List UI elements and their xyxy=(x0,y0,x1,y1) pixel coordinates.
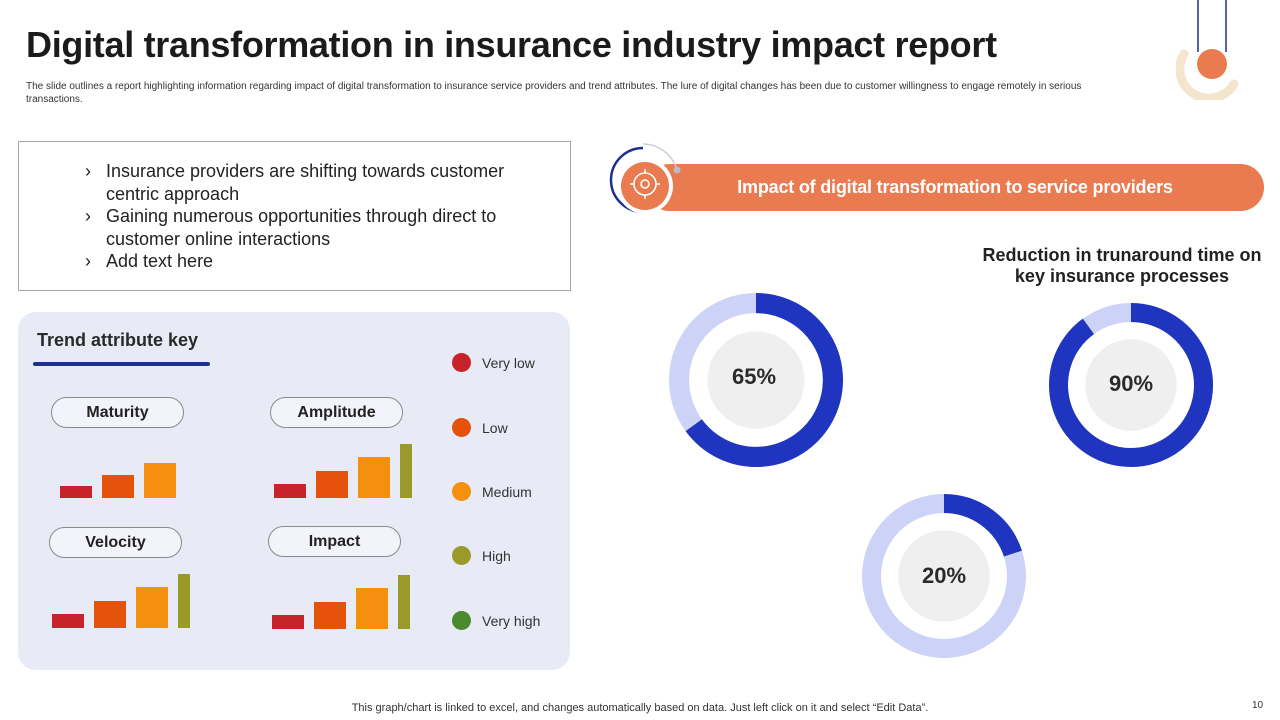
trend-title-underline xyxy=(33,362,210,366)
trend-bar-very-low xyxy=(272,615,304,629)
trend-bar-low xyxy=(102,475,134,498)
bullet-item: › Insurance providers are shifting toward… xyxy=(85,161,505,204)
pill-velocity: Velocity xyxy=(49,527,182,558)
donut-chart-65 xyxy=(669,293,843,467)
digital-transformation-icon xyxy=(609,143,681,214)
legend-dot xyxy=(452,418,471,437)
chevron-right-icon: › xyxy=(85,161,91,181)
legend-dot xyxy=(452,546,471,565)
donut-chart-20 xyxy=(861,493,1027,659)
maturity-chart xyxy=(60,463,176,498)
legend-label: Low xyxy=(482,419,508,436)
bullet-item: › Gaining numerous opportunities through … xyxy=(85,206,497,249)
pill-amplitude: Amplitude xyxy=(270,397,403,428)
chevron-right-icon: › xyxy=(85,206,91,226)
legend-medium: Medium xyxy=(452,482,532,501)
velocity-chart xyxy=(52,574,190,628)
donut-value-arc xyxy=(685,293,843,467)
donut-center xyxy=(1085,339,1177,431)
donut-value-label: 65% xyxy=(731,364,777,389)
trend-bar-high xyxy=(398,575,410,629)
trend-bar-medium xyxy=(136,587,168,628)
page-title: Digital transformation in insurance indu… xyxy=(26,24,997,65)
donut-center xyxy=(898,530,990,622)
trend-bar-very-low xyxy=(60,486,92,498)
donut-value-label: 90% xyxy=(1108,371,1154,396)
legend-very-low: Very low xyxy=(452,353,535,372)
donut-value-arc xyxy=(1049,303,1213,467)
legend-very-high: Very high xyxy=(452,611,540,630)
chevron-right-icon: › xyxy=(85,251,91,271)
trend-bar-high xyxy=(178,574,190,628)
legend-low: Low xyxy=(452,418,508,437)
legend-dot xyxy=(452,611,471,630)
pill-impact: Impact xyxy=(268,526,401,557)
trend-bar-medium xyxy=(144,463,176,498)
trend-bar-high xyxy=(400,444,412,498)
donut-value-label: 20% xyxy=(921,563,967,588)
trend-bar-very-low xyxy=(52,614,84,628)
trend-bar-medium xyxy=(356,588,388,629)
trend-bar-medium xyxy=(358,457,390,498)
donut-center xyxy=(707,331,805,429)
amplitude-chart xyxy=(274,444,412,498)
legend-label: Very high xyxy=(482,612,541,629)
summary-box: › Insurance providers are shifting toward… xyxy=(18,141,571,291)
reduction-title: Reduction in trunaround time on key insu… xyxy=(982,245,1262,286)
trend-attribute-title: Trend attribute key xyxy=(37,330,199,350)
legend-dot xyxy=(452,353,471,372)
page-number: 10 xyxy=(1252,700,1264,711)
legend-dot xyxy=(452,482,471,501)
donut-chart-90 xyxy=(1048,302,1214,468)
legend-label: High xyxy=(482,547,511,564)
impact-banner: Impact of digital transformation to serv… xyxy=(646,164,1264,211)
pill-maturity: Maturity xyxy=(51,397,184,428)
trend-bar-low xyxy=(314,602,346,629)
legend-label: Very low xyxy=(482,354,535,371)
impact-chart xyxy=(272,575,410,629)
donut-value-arc xyxy=(943,494,1022,557)
legend-label: Medium xyxy=(482,483,532,500)
impact-banner-label: Impact of digital transformation to serv… xyxy=(737,177,1173,197)
trend-bar-low xyxy=(94,601,126,628)
decorative-logo-icon xyxy=(1176,0,1239,100)
summary-bullets: › Insurance providers are shifting toward… xyxy=(85,160,555,273)
bullet-item: › Add text here xyxy=(85,251,214,271)
trend-bar-low xyxy=(316,471,348,498)
legend-high: High xyxy=(452,546,511,565)
trend-bar-very-low xyxy=(274,484,306,498)
page-subtitle: The slide outlines a report highlighting… xyxy=(26,81,1082,105)
footer-note: This graph/chart is linked to excel, and… xyxy=(351,702,929,714)
